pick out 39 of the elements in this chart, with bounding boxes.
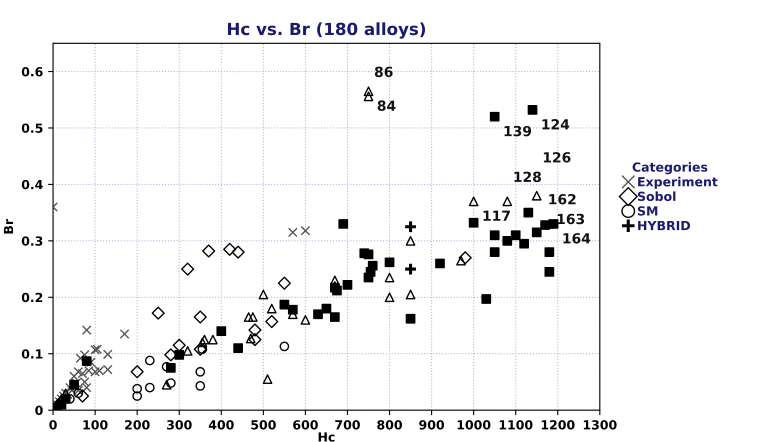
legend-label: Sobol bbox=[638, 191, 676, 202]
y-tick-label: 0.3 bbox=[22, 236, 42, 246]
annotation: 86 bbox=[374, 66, 393, 78]
y-axis-title: Br bbox=[4, 218, 14, 234]
x-tick-label: 1200 bbox=[542, 420, 575, 430]
x-tick-label: 600 bbox=[293, 420, 318, 430]
x-tick-label: 200 bbox=[125, 420, 150, 430]
x-tick-label: 1300 bbox=[584, 420, 617, 430]
x-tick-label: 1000 bbox=[458, 420, 490, 430]
x-tick-label: 700 bbox=[335, 420, 360, 430]
chart-title: Hc vs. Br (180 alloys) bbox=[228, 22, 426, 39]
annotation: 84 bbox=[378, 100, 396, 111]
annotation: 164 bbox=[563, 233, 590, 244]
annotation: 163 bbox=[558, 214, 584, 224]
x-tick-label: 0 bbox=[49, 420, 57, 430]
y-tick-label: 0.4 bbox=[22, 180, 43, 190]
x-tick-label: 300 bbox=[167, 420, 192, 430]
annotation: 139 bbox=[504, 126, 532, 136]
x-tick-label: 400 bbox=[208, 420, 234, 430]
annotation: 126 bbox=[544, 152, 571, 163]
y-tick-label: 0.1 bbox=[22, 349, 42, 359]
x-tick-label: 900 bbox=[419, 420, 444, 430]
x-tick-label: 100 bbox=[83, 420, 108, 430]
legend-label: Experiment bbox=[638, 176, 718, 189]
x-tick-label: 800 bbox=[377, 420, 402, 430]
legend-title: Categories bbox=[632, 162, 708, 174]
annotation: 117 bbox=[484, 210, 510, 221]
x-axis-title: Hc bbox=[318, 432, 335, 442]
y-tick-label: 0.6 bbox=[22, 67, 43, 76]
y-tick-label: 0.2 bbox=[22, 292, 42, 302]
x-tick-label: 500 bbox=[251, 420, 276, 430]
legend-label: SM bbox=[638, 206, 658, 216]
x-tick-label: 1100 bbox=[500, 420, 532, 430]
legend-label: HYBRID bbox=[638, 220, 690, 230]
annotation: 162 bbox=[549, 194, 576, 204]
y-tick-label: 0 bbox=[35, 406, 43, 416]
annotation: 128 bbox=[514, 172, 541, 182]
y-tick-label: 0.5 bbox=[22, 123, 42, 133]
annotation: 124 bbox=[542, 119, 570, 130]
